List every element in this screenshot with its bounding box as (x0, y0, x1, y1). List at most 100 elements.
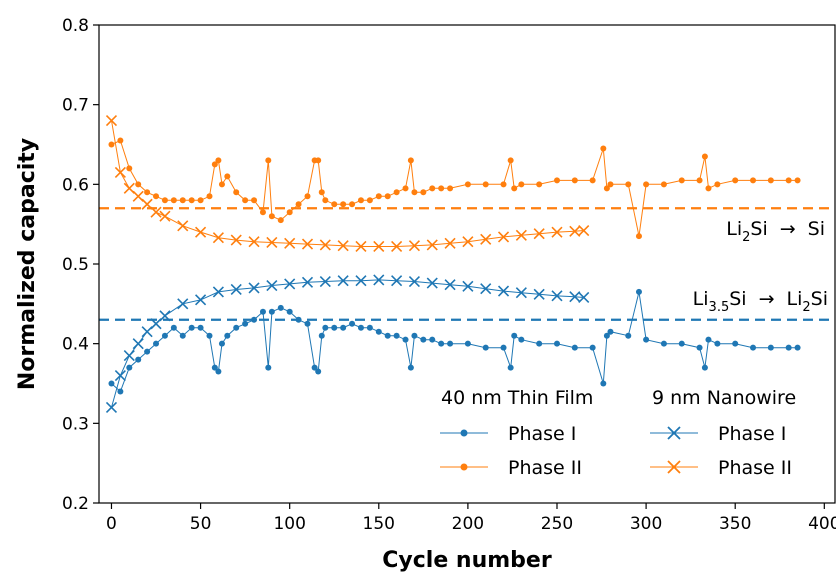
data-point (497, 231, 510, 243)
data-point (251, 316, 258, 323)
x-tick-label: 300 (630, 514, 662, 534)
data-point (284, 278, 296, 290)
data-point (480, 233, 492, 245)
data-point (230, 234, 242, 246)
data-point (161, 332, 168, 339)
data-point (144, 348, 151, 355)
legend-marker-thin-film-phase2 (460, 463, 468, 471)
data-point (295, 316, 302, 323)
data-point (569, 225, 581, 237)
data-point (233, 189, 240, 196)
data-point (518, 336, 525, 343)
data-point (224, 332, 231, 339)
data-point (660, 340, 667, 347)
data-point (284, 237, 296, 249)
data-point (536, 181, 543, 188)
data-point (373, 240, 385, 253)
data-point (197, 324, 204, 331)
data-point (311, 364, 318, 371)
data-point (132, 190, 144, 202)
data-point (589, 344, 596, 351)
data-point (117, 388, 124, 395)
data-point (319, 275, 331, 288)
data-point (304, 193, 311, 200)
x-tick-label: 200 (452, 514, 484, 534)
data-point (242, 320, 249, 327)
data-point (750, 177, 757, 184)
y-tick-label: 0.8 (62, 16, 89, 36)
data-point (114, 369, 126, 382)
data-point (420, 189, 427, 196)
data-point (408, 275, 420, 288)
data-point (265, 157, 272, 164)
data-point (188, 197, 195, 204)
data-point (643, 181, 650, 188)
data-point (462, 280, 474, 292)
data-point (315, 368, 322, 375)
data-point (482, 344, 489, 351)
data-point (785, 344, 792, 351)
data-point (444, 237, 456, 249)
data-point (206, 332, 213, 339)
data-point (331, 324, 338, 331)
data-point (438, 340, 445, 347)
data-point (402, 336, 409, 343)
data-point (218, 181, 225, 188)
data-point (266, 279, 278, 292)
data-point (268, 213, 275, 220)
x-axis-label: Cycle number (382, 548, 552, 572)
data-point (277, 217, 284, 224)
data-point (135, 356, 142, 363)
data-point (589, 177, 596, 184)
series-layer (105, 115, 801, 413)
data-point (215, 157, 222, 164)
data-point (464, 340, 471, 347)
data-point (355, 275, 367, 287)
data-point (569, 291, 581, 303)
data-point (408, 240, 420, 252)
series-1 (108, 137, 801, 240)
data-point (170, 197, 177, 204)
data-point (170, 324, 177, 331)
data-point (286, 209, 293, 216)
legend-label-thin-film-phase2: Phase II (508, 457, 582, 479)
data-point (571, 344, 578, 351)
data-point (224, 173, 231, 180)
data-point (322, 197, 329, 204)
data-point (482, 181, 489, 188)
data-point (315, 157, 322, 164)
data-point (625, 332, 632, 339)
data-point (212, 286, 224, 298)
data-point (218, 340, 225, 347)
data-point (701, 364, 708, 371)
data-point (411, 332, 418, 339)
data-point (767, 344, 774, 351)
data-point (696, 177, 703, 184)
data-point (153, 340, 160, 347)
data-point (318, 189, 325, 196)
data-point (447, 185, 454, 192)
data-point (705, 185, 712, 192)
data-point (551, 290, 563, 302)
data-point (643, 336, 650, 343)
data-point (141, 198, 153, 210)
data-point (349, 320, 356, 327)
data-point (233, 324, 240, 331)
data-point (105, 115, 118, 127)
data-point (206, 193, 213, 200)
legend-marker-thin-film-phase1 (460, 429, 468, 437)
legend-label-thin-film-phase1: Phase I (508, 423, 576, 445)
y-tick-label: 0.4 (62, 335, 89, 355)
data-point (355, 240, 367, 253)
data-point (507, 364, 514, 371)
data-point (678, 177, 685, 184)
data-point (295, 201, 302, 208)
data-point (195, 226, 207, 238)
data-point (197, 197, 204, 204)
data-point (500, 181, 507, 188)
data-point (266, 236, 278, 249)
annotation-li35si-li2si: Li3.5Si → Li2Si (693, 288, 828, 315)
data-point (375, 328, 382, 335)
data-point (349, 201, 356, 208)
data-point (660, 181, 667, 188)
